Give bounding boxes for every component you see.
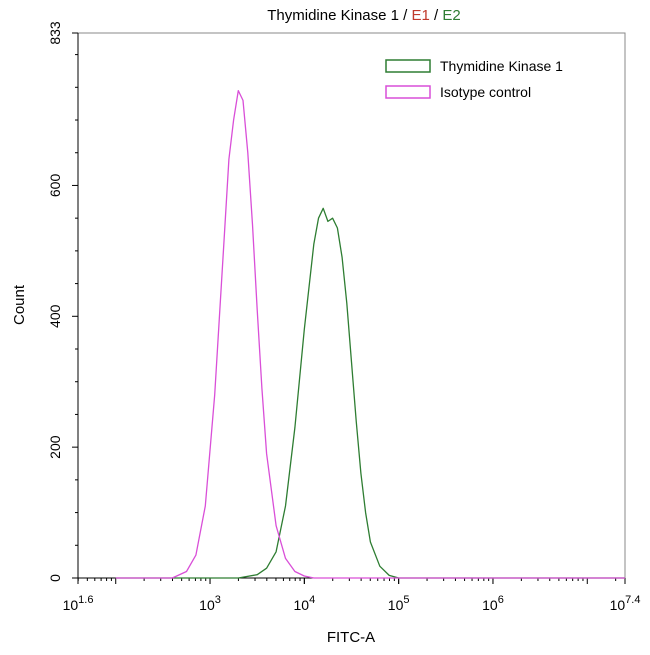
x-tick-label: 101.6: [63, 594, 94, 613]
chart-title: Thymidine Kinase 1 / E1 / E2: [267, 7, 460, 24]
x-tick-label: 105: [388, 594, 410, 613]
y-tick-label: 400: [47, 304, 63, 328]
title-part-2: E1: [412, 7, 430, 24]
y-axis: 0 200 400 600 833: [47, 21, 79, 582]
legend: Thymidine Kinase 1 Isotype control: [385, 58, 563, 100]
x-tick-label: 103: [199, 594, 221, 613]
legend-label-0: Thymidine Kinase 1: [440, 58, 563, 74]
x-tick-label: 104: [293, 594, 315, 613]
plot-area: [77, 32, 626, 579]
y-tick-label: 200: [47, 435, 63, 459]
y-tick-label: 600: [47, 174, 63, 198]
y-axis-label: Count: [11, 284, 28, 325]
x-tick-label: 107.4: [610, 594, 641, 613]
y-tick-label: 833: [47, 21, 63, 45]
title-part-4: E2: [442, 7, 460, 24]
x-tick-label: 106: [482, 594, 504, 613]
series-line-1: [115, 89, 625, 579]
series-line-0: [115, 207, 625, 579]
y-tick-label: 0: [47, 574, 63, 582]
histogram-curves: [115, 89, 625, 579]
legend-label-1: Isotype control: [440, 84, 531, 100]
x-axis: 101.6 103 104 105 106 107.4: [63, 577, 641, 613]
legend-swatch-0: [385, 59, 431, 73]
title-part-3: /: [430, 7, 443, 24]
x-axis-label: FITC-A: [327, 629, 375, 646]
legend-swatch-1: [385, 85, 431, 99]
title-part-0: Thymidine Kinase 1: [267, 7, 399, 24]
title-part-1: /: [399, 7, 412, 24]
